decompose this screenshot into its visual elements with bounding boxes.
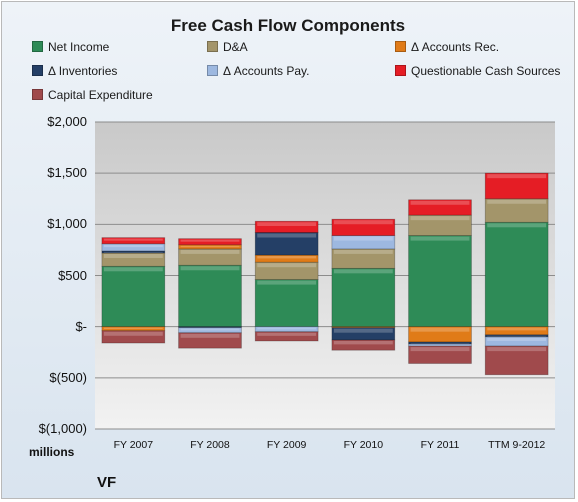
chart-title: Free Cash Flow Components <box>170 16 406 35</box>
bar-segment-highlight <box>257 263 317 268</box>
bar-segment-highlight <box>180 249 240 254</box>
bar-segment-highlight <box>103 251 163 253</box>
bar-segment-highlight <box>487 337 547 341</box>
legend-swatch <box>395 41 406 52</box>
legend-label: Capital Expenditure <box>48 88 153 102</box>
legend-item: Δ Inventories <box>32 64 117 78</box>
bar-segment-highlight <box>103 327 163 330</box>
bar-segment-highlight <box>410 236 470 241</box>
bar-segment <box>254 220 319 233</box>
bar-segment <box>408 235 472 328</box>
bar-segment-highlight <box>333 236 393 241</box>
bar-segment-highlight <box>333 220 393 225</box>
bar-segment-highlight <box>333 269 393 274</box>
legend-label: Net Income <box>48 40 110 54</box>
legend-item: Δ Accounts Rec. <box>395 40 499 54</box>
legend-item: Questionable Cash Sources <box>395 64 560 78</box>
legend-item: Net Income <box>32 40 109 54</box>
legend-swatch <box>207 65 218 76</box>
legend-label: Δ Inventories <box>48 64 118 78</box>
bar-segment <box>178 332 242 349</box>
bar-segment-highlight <box>103 238 163 241</box>
bar-segment-highlight <box>487 223 547 228</box>
bar-segment-highlight <box>180 328 240 331</box>
bar-segment-highlight <box>180 266 240 271</box>
bar-segment-highlight <box>257 280 317 285</box>
bar-segment-highlight <box>180 245 240 248</box>
bar-segment-highlight <box>410 216 470 221</box>
bar-segment-highlight <box>333 340 393 345</box>
legend-label: Δ Accounts Pay. <box>223 64 310 78</box>
bar-segment-highlight <box>257 233 317 238</box>
legend-item: Capital Expenditure <box>32 88 153 102</box>
bar-segment <box>254 279 319 328</box>
bar-segment-highlight <box>487 335 547 337</box>
bar-segment-highlight <box>410 347 470 352</box>
legend-swatch <box>32 65 43 76</box>
bar-segment-highlight <box>257 327 317 330</box>
legend-item: Δ Accounts Pay. <box>207 64 310 78</box>
bar-segment <box>408 345 472 364</box>
bar-segment <box>484 345 549 376</box>
bar-segment-highlight <box>410 200 470 205</box>
bar-segment-highlight <box>487 199 547 204</box>
legend-item: D&A <box>207 40 248 54</box>
y-tick-label: $1,500 <box>47 165 87 181</box>
bar-segment-highlight <box>103 244 163 248</box>
company-label: VF <box>97 474 117 491</box>
bar-segment <box>484 172 549 200</box>
bar-segment <box>101 330 166 344</box>
bar-segment-highlight <box>410 345 470 346</box>
bar-segment-highlight <box>103 331 163 336</box>
y-tick-label: $- <box>75 318 87 334</box>
bar-segment <box>254 331 319 342</box>
bar-segment <box>101 265 166 328</box>
bar-segment-highlight <box>103 267 163 272</box>
bar-segment <box>101 326 166 332</box>
bar-segment <box>408 199 472 216</box>
y-tick-label: $(500) <box>49 369 87 385</box>
bar-segment <box>101 237 166 245</box>
bar-segment-highlight <box>257 222 317 227</box>
bar-segment-highlight <box>487 347 547 352</box>
y-tick-label: $(1,000) <box>38 421 87 436</box>
legend-label: Questionable Cash Sources <box>411 64 561 78</box>
bar-segment-highlight <box>103 253 163 258</box>
legend-label: Δ Accounts Rec. <box>411 40 500 54</box>
bar-segment-highlight <box>410 343 470 344</box>
bar-segment-highlight <box>410 327 470 332</box>
bar-segment <box>331 339 396 351</box>
bar-segment <box>484 221 549 328</box>
legend-swatch <box>32 89 43 100</box>
legend-swatch <box>32 41 43 52</box>
bar-segment-highlight <box>180 239 240 242</box>
bar-segment <box>331 218 396 236</box>
y-tick-label: $1,000 <box>47 216 87 232</box>
bar-segment <box>331 267 396 328</box>
bar-segment <box>178 264 242 328</box>
x-tick-label: FY 2009 <box>266 439 307 451</box>
bar-segment-highlight <box>180 333 240 338</box>
x-tick-label: FY 2011 <box>420 439 460 451</box>
bar-segment-highlight <box>257 256 317 259</box>
x-tick-label: FY 2008 <box>190 439 230 451</box>
x-tick-label: TTM 9-2012 <box>488 439 546 451</box>
legend-label: D&A <box>223 40 248 54</box>
bar-segment-highlight <box>487 327 547 331</box>
legend-swatch <box>395 65 406 76</box>
bar-segment-highlight <box>333 328 393 333</box>
bar-segment-highlight <box>333 249 393 254</box>
y-tick-label: $500 <box>58 267 87 283</box>
legend-swatch <box>207 41 218 52</box>
y-tick-label: $2,000 <box>47 114 87 129</box>
units-label: millions <box>29 445 75 459</box>
x-tick-label: FY 2010 <box>343 439 384 451</box>
bar-segment <box>178 238 242 246</box>
bar-segment-highlight <box>257 332 317 336</box>
x-tick-label: FY 2007 <box>113 439 154 451</box>
bar-segment-highlight <box>487 174 547 179</box>
